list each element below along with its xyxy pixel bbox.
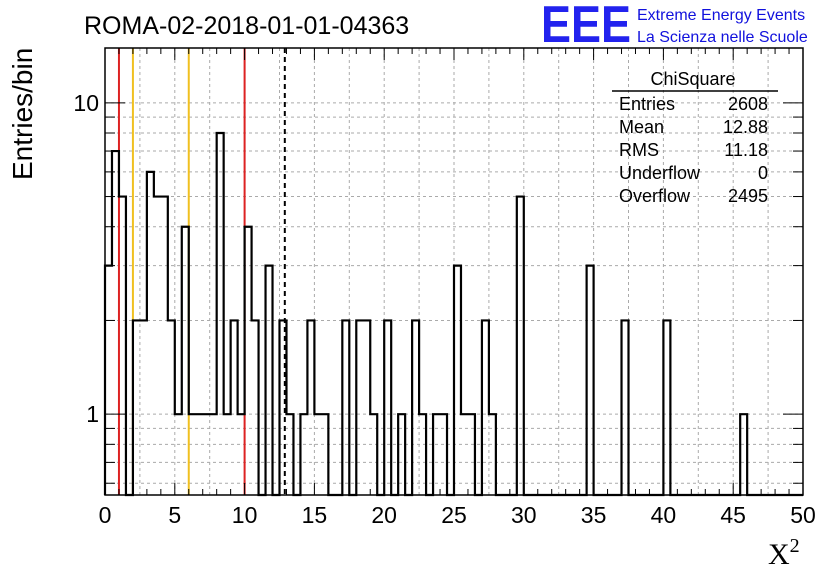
y-ticks: 1 10 bbox=[73, 90, 803, 484]
x-tick-label: 35 bbox=[581, 502, 607, 528]
histogram-bin bbox=[217, 133, 224, 495]
stats-box: ChiSquare Entries 2608 Mean 12.88 RMS 11.18 Un… bbox=[612, 69, 778, 206]
histogram-bin bbox=[468, 414, 475, 495]
x-tick-label: 5 bbox=[168, 502, 181, 528]
histogram-bin bbox=[433, 414, 440, 495]
histogram-bin bbox=[112, 151, 119, 495]
logo-mark: EEE bbox=[541, 0, 631, 54]
histogram-bin bbox=[105, 266, 112, 495]
histogram-bin bbox=[189, 414, 196, 495]
histogram-bin bbox=[280, 320, 287, 495]
logo-line-2: La Scienza nelle Scuole bbox=[637, 29, 808, 46]
stats-row-label: Mean bbox=[619, 117, 664, 137]
histogram-bin bbox=[238, 414, 245, 495]
x-tick-label: 10 bbox=[232, 502, 258, 528]
histogram-bin bbox=[419, 414, 426, 495]
histogram-bin bbox=[133, 320, 140, 495]
stats-row-value: 2608 bbox=[728, 94, 768, 114]
histogram-bin bbox=[740, 414, 747, 495]
stats-row-value: 12.88 bbox=[723, 117, 768, 137]
histogram-bin bbox=[517, 197, 524, 495]
y-axis-title: Entries/bin bbox=[7, 48, 38, 180]
histogram-bin bbox=[314, 414, 321, 495]
histogram-bin bbox=[266, 266, 273, 495]
logo-line-1: Extreme Energy Events bbox=[637, 7, 805, 24]
histogram-bin bbox=[321, 414, 328, 495]
histogram-bin bbox=[622, 320, 629, 495]
eee-logo: EEE Extreme Energy Events La Scienza nel… bbox=[541, 0, 808, 54]
histogram-bin bbox=[489, 414, 496, 495]
histogram-bin bbox=[286, 414, 293, 495]
stats-row-label: Underflow bbox=[619, 163, 701, 183]
histogram-bin bbox=[300, 414, 307, 495]
x-tick-label: 20 bbox=[371, 502, 397, 528]
stats-row-label: RMS bbox=[619, 140, 659, 160]
x-tick-label: 40 bbox=[651, 502, 677, 528]
x-axis-title: X2 bbox=[768, 535, 800, 571]
stats-row-value: 2495 bbox=[728, 186, 768, 206]
histogram-bin bbox=[140, 320, 147, 495]
y-tick-label: 1 bbox=[86, 401, 99, 427]
histogram-bin bbox=[154, 197, 161, 495]
histogram-bin bbox=[440, 414, 447, 495]
histogram-bin bbox=[231, 320, 238, 495]
x-tick-label: 15 bbox=[302, 502, 328, 528]
histogram-bin bbox=[175, 414, 182, 495]
histogram-bin bbox=[370, 414, 377, 495]
histogram-bin bbox=[224, 414, 231, 495]
histogram-bin bbox=[245, 227, 252, 495]
histogram-bin bbox=[663, 320, 670, 495]
stats-row-label: Entries bbox=[619, 94, 675, 114]
histogram-bin bbox=[363, 320, 370, 495]
x-axis-title-main: X bbox=[768, 538, 790, 571]
chart-title: ROMA-02-2018-01-01-04363 bbox=[84, 12, 409, 40]
svg-text:X2: X2 bbox=[768, 535, 800, 571]
histogram-bin bbox=[252, 320, 259, 495]
histogram-bin bbox=[482, 320, 489, 495]
stats-row-value: 11.18 bbox=[724, 140, 768, 160]
histogram-bin bbox=[587, 266, 594, 495]
x-tick-label: 45 bbox=[720, 502, 746, 528]
x-axis-title-sup: 2 bbox=[790, 535, 800, 557]
y-tick-label: 10 bbox=[73, 90, 99, 116]
histogram-bin bbox=[161, 197, 168, 495]
histogram-bin bbox=[182, 227, 189, 495]
histogram-bin bbox=[461, 414, 468, 495]
x-tick-label: 30 bbox=[511, 502, 537, 528]
histogram-bin bbox=[412, 320, 419, 495]
histogram-bin bbox=[398, 414, 405, 495]
stats-row-label: Overflow bbox=[619, 186, 691, 206]
histogram-bin bbox=[119, 197, 126, 495]
histogram-bin bbox=[342, 320, 349, 495]
x-ticks: 0 5 10 15 20 25 30 35 40 45 50 bbox=[99, 48, 816, 528]
histogram-bin bbox=[147, 172, 154, 495]
histogram-bin bbox=[356, 320, 363, 495]
stats-rows: Entries 2608 Mean 12.88 RMS 11.18 Underflow 0 Ov… bbox=[619, 94, 768, 206]
stats-row-value: 0 bbox=[758, 163, 768, 183]
histogram-bin bbox=[210, 414, 217, 495]
histogram-bin bbox=[203, 414, 210, 495]
x-tick-label: 0 bbox=[99, 502, 112, 528]
histogram-bin bbox=[454, 266, 461, 495]
stats-title: ChiSquare bbox=[650, 69, 735, 89]
histogram-bin bbox=[384, 320, 391, 495]
histogram-bin bbox=[196, 414, 203, 495]
histogram-bin bbox=[307, 320, 314, 495]
histogram-bin bbox=[168, 320, 175, 495]
x-tick-label: 50 bbox=[790, 502, 816, 528]
x-tick-label: 25 bbox=[441, 502, 467, 528]
